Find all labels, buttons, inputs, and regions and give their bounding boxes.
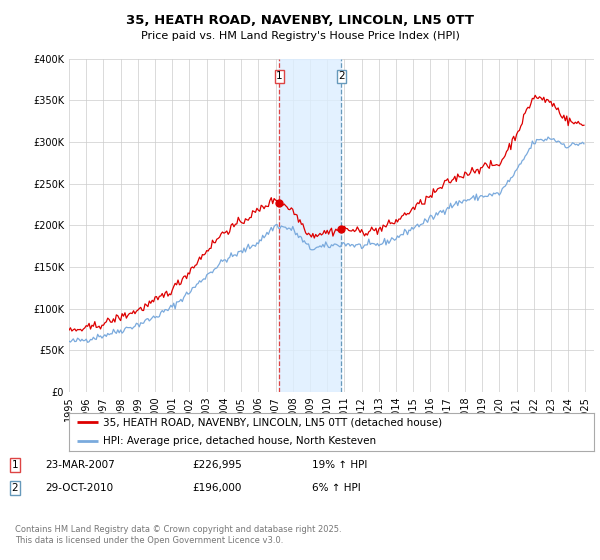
Text: 35, HEATH ROAD, NAVENBY, LINCOLN, LN5 0TT (detached house): 35, HEATH ROAD, NAVENBY, LINCOLN, LN5 0T…: [103, 417, 442, 427]
Text: HPI: Average price, detached house, North Kesteven: HPI: Average price, detached house, Nort…: [103, 436, 376, 446]
Text: £226,995: £226,995: [192, 460, 242, 470]
Text: Contains HM Land Registry data © Crown copyright and database right 2025.
This d: Contains HM Land Registry data © Crown c…: [15, 525, 341, 545]
Text: Price paid vs. HM Land Registry's House Price Index (HPI): Price paid vs. HM Land Registry's House …: [140, 31, 460, 41]
Text: £196,000: £196,000: [192, 483, 241, 493]
Text: 6% ↑ HPI: 6% ↑ HPI: [312, 483, 361, 493]
Text: 1: 1: [276, 71, 283, 81]
Text: 23-MAR-2007: 23-MAR-2007: [45, 460, 115, 470]
Text: 35, HEATH ROAD, NAVENBY, LINCOLN, LN5 0TT: 35, HEATH ROAD, NAVENBY, LINCOLN, LN5 0T…: [126, 14, 474, 27]
Text: 2: 2: [11, 483, 19, 493]
Text: 1: 1: [11, 460, 19, 470]
Text: 2: 2: [338, 71, 345, 81]
Text: 19% ↑ HPI: 19% ↑ HPI: [312, 460, 367, 470]
Bar: [279, 59, 341, 392]
Text: 29-OCT-2010: 29-OCT-2010: [45, 483, 113, 493]
